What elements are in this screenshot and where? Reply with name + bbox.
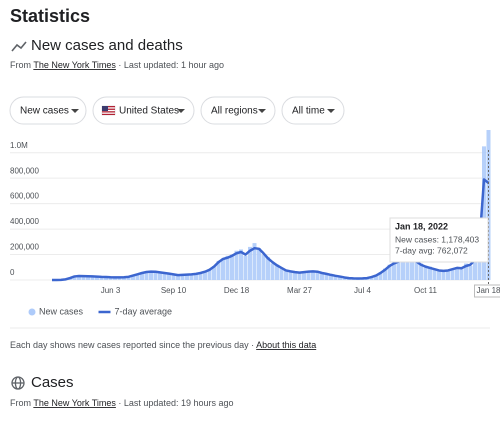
bar xyxy=(433,270,437,280)
legend-label: New cases xyxy=(39,306,84,316)
filter-chip[interactable]: All regions xyxy=(201,97,275,124)
source-prefix: From xyxy=(10,60,31,70)
filter-chip[interactable]: New cases xyxy=(10,97,86,124)
globe-icon xyxy=(12,377,24,389)
footnote: Each day shows new cases reported since … xyxy=(10,340,316,350)
bar xyxy=(442,271,446,280)
chart: 0 200,000 400,000 600,000 800,000 1.0M Jun 3 Se… xyxy=(10,130,500,316)
bar xyxy=(244,256,248,280)
x-tick-label: Mar 27 xyxy=(287,286,312,295)
x-tick-label: Jan 18 xyxy=(476,286,500,295)
y-tick-label: 400,000 xyxy=(10,217,39,226)
y-tick-label: 600,000 xyxy=(10,192,39,201)
page-title: Statistics xyxy=(10,6,90,26)
legend-label: 7-day average xyxy=(115,306,173,316)
source-prefix: From xyxy=(10,398,31,408)
x-tick-label: Dec 18 xyxy=(224,286,250,295)
section-title: Cases xyxy=(31,374,74,391)
source-link[interactable]: The New York Times xyxy=(33,60,116,70)
filter-chip[interactable]: All time xyxy=(282,97,344,124)
x-tick-label: Oct 11 xyxy=(414,286,438,295)
bar xyxy=(154,272,158,280)
bar xyxy=(257,248,261,280)
tooltip-line: 7-day avg: 762,072 xyxy=(395,245,468,255)
tooltip-title: Jan 18, 2022 xyxy=(395,221,448,231)
chip-label: All regions xyxy=(211,106,258,117)
bar xyxy=(469,266,473,280)
bar xyxy=(424,267,428,280)
bar xyxy=(226,256,230,280)
chip-label: All time xyxy=(292,106,325,117)
source-line: From The New York Times · Last updated: … xyxy=(10,398,234,408)
tooltip-line: New cases: 1,178,403 xyxy=(395,234,479,244)
footnote-text: Each day shows new cases reported since … xyxy=(10,340,254,350)
updated: · Last updated: 19 hours ago xyxy=(118,398,233,408)
bar xyxy=(316,272,320,280)
legend-swatch xyxy=(29,309,36,316)
y-tick-label: 800,000 xyxy=(10,166,39,175)
y-tick-label: 0 xyxy=(10,268,15,277)
source-line: From The New York Times · Last updated: … xyxy=(10,60,224,70)
about-link[interactable]: About this data xyxy=(256,340,316,350)
bar xyxy=(289,272,293,280)
bar xyxy=(230,255,234,280)
y-tick-label: 1.0M xyxy=(10,141,28,150)
x-tick-label: Jul 4 xyxy=(354,286,371,295)
x-tick-label: Sep 10 xyxy=(161,286,187,295)
updated: · Last updated: 1 hour ago xyxy=(118,60,224,70)
filter-chip[interactable]: United States xyxy=(93,97,194,124)
chip-label: United States xyxy=(119,106,179,117)
bar xyxy=(262,255,266,280)
flag-icon xyxy=(102,106,115,115)
x-tick-label: Jun 3 xyxy=(101,286,121,295)
chip-label: New cases xyxy=(20,106,69,117)
bar xyxy=(221,258,225,280)
source-link[interactable]: The New York Times xyxy=(33,398,116,408)
bar xyxy=(280,269,284,280)
bar xyxy=(271,263,275,280)
section-title: New cases and deaths xyxy=(31,37,183,54)
trend-icon xyxy=(12,42,26,51)
y-tick-label: 200,000 xyxy=(10,243,39,252)
bar xyxy=(460,269,464,280)
bar xyxy=(298,273,302,280)
